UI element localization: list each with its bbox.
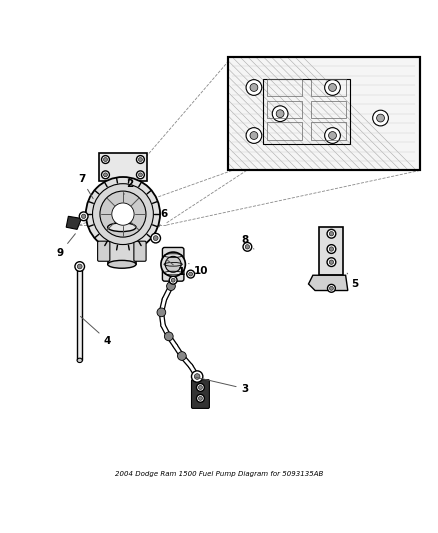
Circle shape — [166, 282, 175, 290]
Circle shape — [75, 262, 85, 271]
Text: 10: 10 — [189, 263, 209, 276]
Circle shape — [157, 308, 166, 317]
Circle shape — [137, 171, 145, 179]
Circle shape — [165, 256, 181, 272]
Circle shape — [164, 332, 173, 341]
Circle shape — [81, 214, 86, 219]
Circle shape — [79, 212, 88, 221]
Circle shape — [169, 276, 177, 284]
Circle shape — [329, 286, 333, 290]
Circle shape — [373, 110, 389, 126]
Polygon shape — [66, 216, 81, 229]
Circle shape — [197, 384, 205, 391]
Circle shape — [276, 110, 284, 118]
Circle shape — [100, 191, 146, 237]
Circle shape — [103, 158, 107, 161]
Circle shape — [327, 229, 336, 238]
Circle shape — [329, 231, 334, 236]
Circle shape — [86, 177, 160, 251]
Circle shape — [250, 132, 258, 140]
Circle shape — [329, 247, 334, 251]
Circle shape — [194, 374, 200, 379]
Circle shape — [197, 394, 205, 402]
FancyBboxPatch shape — [134, 241, 146, 261]
Text: 2: 2 — [124, 179, 133, 194]
Text: 1: 1 — [166, 260, 186, 277]
Circle shape — [103, 173, 107, 177]
Circle shape — [377, 114, 385, 122]
Text: 4: 4 — [81, 317, 111, 346]
FancyBboxPatch shape — [99, 153, 147, 181]
Circle shape — [177, 352, 186, 360]
Text: 8: 8 — [242, 235, 254, 249]
FancyBboxPatch shape — [319, 227, 343, 275]
Circle shape — [112, 203, 134, 225]
Circle shape — [161, 252, 185, 277]
Circle shape — [325, 79, 340, 95]
Circle shape — [328, 84, 336, 92]
Circle shape — [171, 278, 175, 282]
Text: 2004 Dodge Ram 1500 Fuel Pump Diagram for 5093135AB: 2004 Dodge Ram 1500 Fuel Pump Diagram fo… — [115, 471, 323, 477]
FancyBboxPatch shape — [77, 269, 82, 360]
Circle shape — [246, 128, 262, 143]
Ellipse shape — [77, 358, 82, 362]
Text: 3: 3 — [195, 377, 249, 394]
Text: 5: 5 — [347, 273, 358, 289]
Circle shape — [198, 397, 202, 400]
Ellipse shape — [108, 223, 136, 231]
Circle shape — [198, 385, 202, 390]
FancyBboxPatch shape — [108, 227, 136, 264]
Circle shape — [329, 260, 334, 264]
Circle shape — [102, 156, 110, 164]
Circle shape — [325, 128, 340, 143]
Circle shape — [102, 171, 110, 179]
Polygon shape — [308, 275, 348, 290]
Circle shape — [272, 106, 288, 122]
Circle shape — [189, 272, 193, 276]
Circle shape — [250, 84, 258, 92]
Circle shape — [328, 132, 336, 140]
Text: 7: 7 — [78, 174, 93, 199]
Text: 6: 6 — [159, 209, 168, 227]
Ellipse shape — [77, 266, 82, 271]
Circle shape — [138, 173, 142, 177]
Circle shape — [78, 264, 82, 269]
Text: 9: 9 — [56, 234, 75, 259]
FancyBboxPatch shape — [228, 57, 420, 171]
Circle shape — [187, 270, 194, 278]
Circle shape — [327, 258, 336, 266]
Ellipse shape — [108, 261, 136, 268]
Circle shape — [138, 158, 142, 161]
Circle shape — [246, 79, 262, 95]
Circle shape — [92, 184, 153, 245]
Circle shape — [191, 371, 203, 382]
Circle shape — [245, 245, 250, 249]
Circle shape — [137, 156, 145, 164]
Circle shape — [327, 245, 336, 253]
Circle shape — [243, 243, 252, 251]
FancyBboxPatch shape — [191, 379, 209, 408]
Circle shape — [328, 285, 336, 292]
FancyBboxPatch shape — [98, 241, 110, 261]
Circle shape — [153, 236, 158, 240]
Circle shape — [151, 233, 160, 243]
FancyBboxPatch shape — [162, 247, 184, 281]
